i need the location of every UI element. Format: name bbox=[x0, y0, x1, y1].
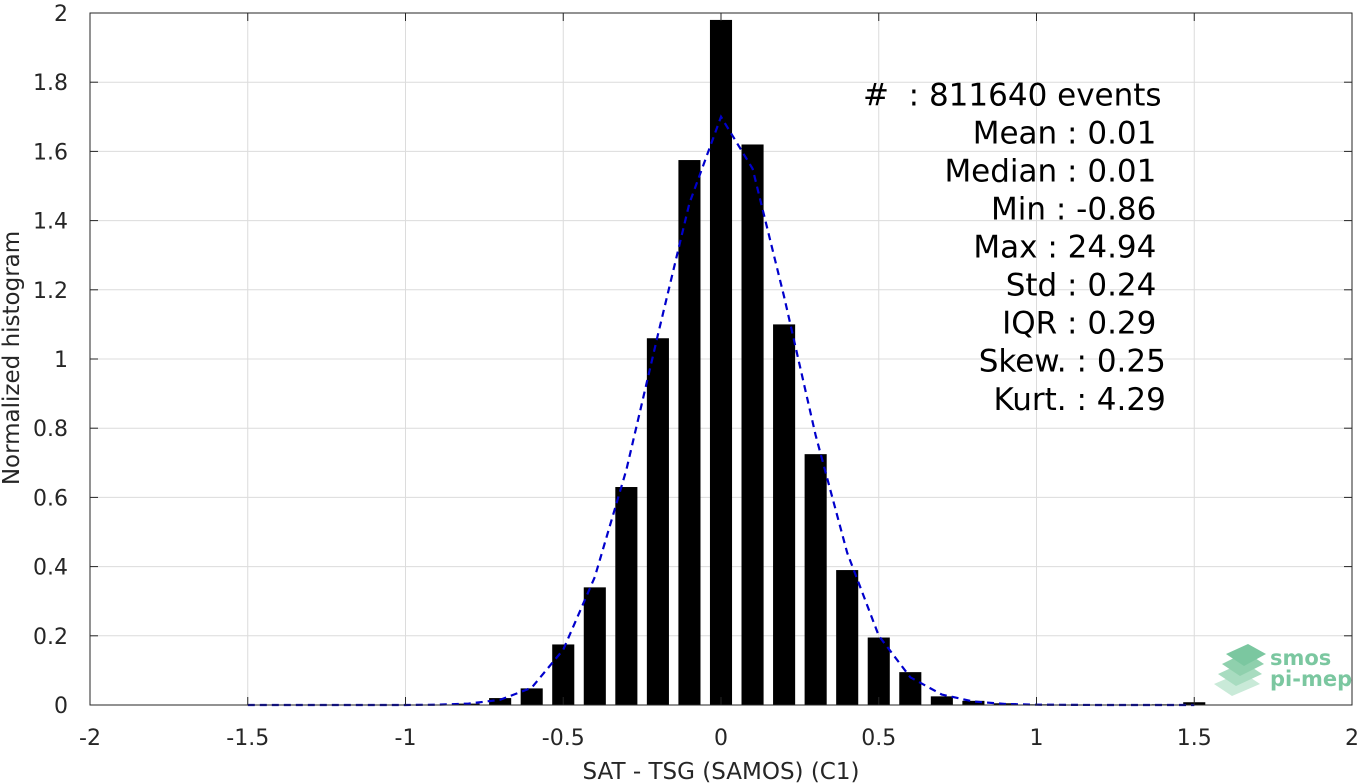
y-tick-label-4: 0.8 bbox=[33, 417, 68, 442]
histogram-bar-9 bbox=[520, 688, 543, 705]
x-tick-label-3: -0.5 bbox=[542, 726, 585, 751]
logo-text-line2: pi-mep bbox=[1270, 667, 1352, 691]
x-tick-label-4: 0 bbox=[714, 726, 728, 751]
y-tick-label-7: 1.4 bbox=[33, 210, 68, 235]
y-axis-ticks: 0 0.2 0.4 0.6 0.8 1 1.2 1.4 1.6 1.8 2 bbox=[33, 2, 1352, 719]
x-tick-label-7: 1.5 bbox=[1177, 726, 1212, 751]
y-tick-label-5: 1 bbox=[54, 348, 68, 373]
fit-curve bbox=[247, 114, 1195, 707]
histogram-bar-22 bbox=[930, 696, 953, 705]
x-tick-label-8: 2 bbox=[1345, 726, 1359, 751]
histogram-bar-11 bbox=[583, 587, 606, 705]
histogram-bar-19 bbox=[836, 570, 859, 705]
histogram-bar-14 bbox=[678, 160, 701, 706]
stat-line-5: Std : 0.24 bbox=[1006, 268, 1157, 304]
stat-line-0: # : 811640 events bbox=[863, 77, 1162, 113]
y-tick-label-1: 0.2 bbox=[33, 625, 68, 650]
logo-icon bbox=[1214, 644, 1266, 696]
y-tick-label-2: 0.4 bbox=[33, 556, 68, 581]
fit-curve-line bbox=[247, 114, 1195, 707]
y-tick-label-3: 0.6 bbox=[33, 486, 68, 511]
histogram-bar-17 bbox=[773, 324, 796, 705]
x-axis-label: SAT - TSG (SAMOS) (C1) bbox=[583, 759, 860, 784]
y-tick-label-0: 0 bbox=[54, 694, 68, 719]
stat-line-2: Median : 0.01 bbox=[944, 153, 1156, 189]
smos-pi-mep-logo: smos pi-mep bbox=[1214, 644, 1352, 696]
y-tick-label-9: 1.8 bbox=[33, 71, 68, 96]
stat-line-6: IQR : 0.29 bbox=[1002, 306, 1156, 342]
histogram-bar-12 bbox=[615, 487, 638, 705]
x-tick-label-2: -1 bbox=[395, 726, 417, 751]
histogram-bar-20 bbox=[867, 637, 890, 705]
x-tick-label-6: 1 bbox=[1030, 726, 1044, 751]
x-tick-label-0: -2 bbox=[79, 726, 101, 751]
stat-line-1: Mean : 0.01 bbox=[973, 115, 1157, 151]
histogram-bar-8 bbox=[489, 698, 512, 705]
histogram-bar-13 bbox=[646, 338, 669, 705]
x-axis-ticks: -2 -1.5 -1 -0.5 0 0.5 1 1.5 2 bbox=[79, 13, 1359, 751]
stat-line-7: Skew. : 0.25 bbox=[979, 344, 1166, 380]
histogram-bars bbox=[426, 19, 1206, 706]
histogram-bar-15 bbox=[709, 19, 733, 706]
stat-line-3: Min : -0.86 bbox=[991, 191, 1156, 227]
y-tick-label-6: 1.2 bbox=[33, 279, 68, 304]
histogram-bar-23 bbox=[962, 700, 985, 705]
x-tick-label-5: 0.5 bbox=[861, 726, 896, 751]
histogram-bar-16 bbox=[741, 144, 764, 706]
logo-text-line1: smos bbox=[1270, 646, 1331, 670]
stat-line-4: Max : 24.94 bbox=[973, 230, 1156, 266]
histogram-bar-18 bbox=[804, 454, 827, 705]
histogram-bar-21 bbox=[899, 672, 922, 705]
y-axis-label: Normalized histogram bbox=[0, 231, 25, 485]
stat-line-8: Kurt. : 4.29 bbox=[993, 382, 1165, 418]
histogram-bar-10 bbox=[552, 644, 575, 705]
y-tick-label-10: 2 bbox=[54, 2, 68, 27]
y-tick-label-8: 1.6 bbox=[33, 140, 68, 165]
x-tick-label-1: -1.5 bbox=[226, 726, 269, 751]
